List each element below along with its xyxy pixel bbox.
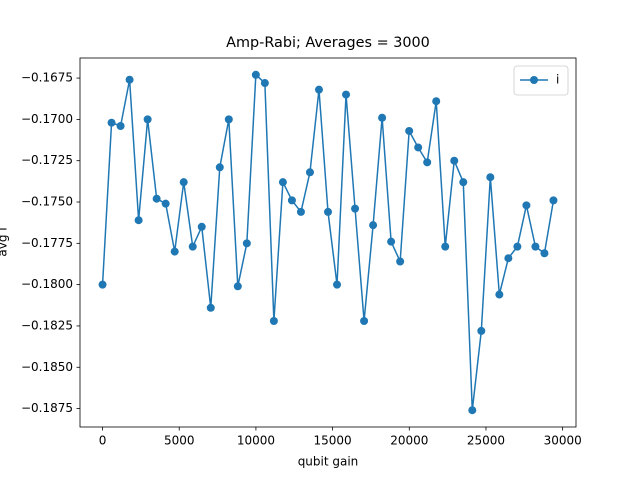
marker	[477, 326, 486, 335]
marker	[98, 280, 107, 289]
y-tick-label: −0.1850	[21, 360, 73, 374]
chart-title: Amp-Rabi; Averages = 3000	[226, 35, 430, 51]
marker	[495, 290, 504, 299]
marker	[143, 115, 152, 124]
marker	[179, 178, 188, 187]
marker	[333, 280, 342, 289]
x-tick-label: 0	[99, 434, 107, 448]
marker	[152, 194, 161, 203]
marker	[342, 90, 351, 99]
y-tick-label: −0.1725	[21, 153, 73, 167]
marker	[531, 242, 540, 251]
marker	[242, 239, 251, 248]
marker	[432, 97, 441, 106]
marker	[324, 207, 332, 216]
marker	[224, 115, 233, 124]
marker	[360, 316, 369, 325]
marker	[504, 254, 513, 263]
marker	[351, 204, 360, 213]
marker	[170, 247, 179, 256]
x-tick-label: 25000	[467, 434, 505, 448]
y-tick-label: −0.1700	[21, 112, 73, 126]
marker	[459, 178, 468, 187]
marker	[116, 121, 125, 130]
marker	[278, 178, 287, 187]
x-tick-label: 5000	[164, 434, 195, 448]
marker	[369, 221, 378, 230]
marker	[414, 143, 423, 152]
line	[101, 73, 555, 411]
x-tick-label: 30000	[544, 434, 582, 448]
marker	[215, 163, 224, 172]
marker	[206, 303, 215, 312]
marker	[378, 113, 387, 122]
marker	[269, 316, 278, 325]
y-tick-label: −0.1750	[21, 195, 73, 209]
marker	[188, 242, 197, 251]
marker	[540, 249, 549, 258]
marker	[549, 196, 558, 205]
y-tick-label: −0.1775	[21, 236, 73, 250]
plot-frame	[79, 57, 577, 428]
marker	[134, 216, 143, 225]
marker	[387, 237, 396, 246]
y-tick-label: −0.1825	[21, 318, 73, 332]
marker	[161, 199, 170, 208]
y-axis-label: avg i	[0, 227, 10, 256]
marker	[396, 257, 405, 266]
marker	[260, 79, 269, 88]
marker	[441, 242, 450, 251]
marker	[314, 85, 323, 94]
x-axis-label: qubit gain	[298, 455, 359, 469]
y-tick-label: −0.1800	[21, 277, 73, 291]
x-tick-label: 10000	[237, 434, 275, 448]
marker	[405, 126, 414, 135]
x-tick-label: 15000	[314, 434, 352, 448]
marker	[233, 282, 242, 291]
legend-marker	[530, 76, 538, 84]
marker	[125, 75, 134, 84]
marker	[468, 406, 477, 415]
marker	[251, 70, 260, 79]
marker	[296, 207, 305, 216]
marker	[423, 158, 432, 167]
marker	[522, 201, 531, 210]
marker	[486, 173, 495, 182]
marker	[305, 168, 314, 177]
x-tick-label: 20000	[390, 434, 428, 448]
marker	[107, 118, 116, 127]
legend-label: i	[556, 73, 559, 87]
marker	[450, 156, 459, 165]
y-tick-label: −0.1875	[21, 401, 73, 415]
y-tick-label: −0.1675	[21, 71, 73, 85]
marker	[513, 242, 522, 251]
marker	[197, 222, 206, 231]
marker	[287, 196, 296, 205]
